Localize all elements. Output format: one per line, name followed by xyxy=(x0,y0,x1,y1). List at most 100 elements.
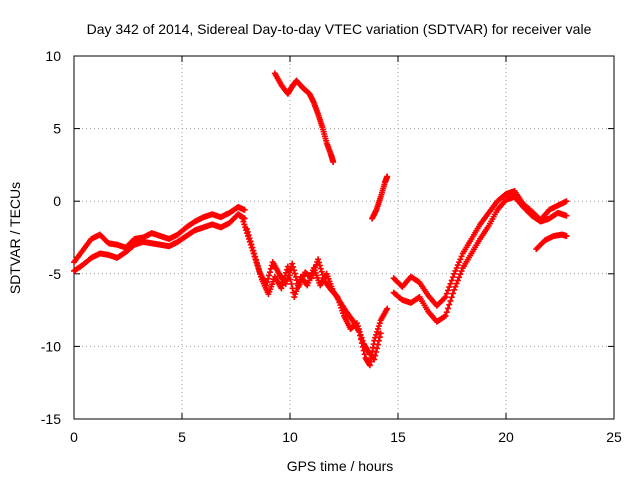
data-point-interp xyxy=(443,290,450,297)
data-point xyxy=(353,320,360,327)
x-tick-label: 5 xyxy=(178,429,186,445)
data-point xyxy=(371,356,378,363)
y-axis-label: SDTVAR / TECUs xyxy=(7,182,23,294)
data-point-interp xyxy=(458,268,465,275)
data-point xyxy=(250,247,257,254)
data-point xyxy=(377,330,384,337)
data-point xyxy=(451,270,458,277)
chart-title: Day 342 of 2014, Sidereal Day-to-day VTE… xyxy=(87,21,592,37)
data-point-interp xyxy=(266,272,273,279)
x-tick-label: 10 xyxy=(282,429,298,445)
data-point-interp xyxy=(452,283,459,290)
data-point xyxy=(442,294,449,301)
gridlines xyxy=(74,56,614,419)
data-point-interp xyxy=(318,268,325,275)
data-point-interp xyxy=(456,259,463,266)
data-point-interp xyxy=(456,274,463,281)
data-point-interp xyxy=(356,328,363,335)
axis-ticks: 0 5 10 15 20 25 -15 -10 -5 0 5 10 xyxy=(41,48,622,445)
data-point-interp xyxy=(453,280,460,287)
data-point xyxy=(282,280,289,287)
data-point-interp xyxy=(376,334,383,341)
data-point xyxy=(315,256,322,263)
data-point-interp xyxy=(245,232,252,239)
data-point-interp xyxy=(373,331,380,338)
data-point-interp xyxy=(249,244,256,251)
series-arc-6 xyxy=(369,173,391,222)
x-tick-label: 25 xyxy=(606,429,622,445)
data-point-interp xyxy=(288,280,295,287)
data-point-interp xyxy=(292,291,299,298)
data-point-interp xyxy=(292,273,299,280)
data-point xyxy=(563,212,570,219)
data-point-interp xyxy=(240,218,247,225)
data-point-interp xyxy=(253,256,260,263)
data-point-interp xyxy=(447,280,454,287)
data-point-interp xyxy=(251,250,258,257)
data-point-interp xyxy=(286,269,293,276)
data-point-interp xyxy=(244,228,251,235)
data-point-interp xyxy=(333,292,340,299)
data-point-interp xyxy=(443,309,450,316)
data-point-interp xyxy=(446,284,453,291)
y-tick-label: 0 xyxy=(53,193,61,209)
series-arc-1 xyxy=(71,204,248,266)
data-point xyxy=(384,173,391,180)
data-point-interp xyxy=(374,325,381,332)
data-point-interp xyxy=(317,265,324,272)
data-point-interp xyxy=(293,288,300,295)
series-arc-7 xyxy=(390,188,570,309)
data-point-interp xyxy=(444,287,451,294)
data-point-interp xyxy=(375,323,382,330)
data-point xyxy=(243,225,250,232)
data-point-interp xyxy=(372,352,379,359)
data-point-interp xyxy=(376,320,383,327)
data-point xyxy=(451,286,458,293)
data-point-interp xyxy=(354,323,361,330)
data-point-interp xyxy=(253,260,260,267)
data-point xyxy=(384,305,391,312)
data-point-interp xyxy=(264,279,271,286)
data-point xyxy=(241,206,248,213)
data-point-interp xyxy=(449,290,456,297)
series-arc-8 xyxy=(390,193,570,325)
data-point-interp xyxy=(457,256,464,263)
data-point-interp xyxy=(287,276,294,283)
data-point-interp xyxy=(373,349,380,356)
x-tick-label: 0 xyxy=(70,429,78,445)
data-point xyxy=(563,233,570,240)
data-point-interp xyxy=(375,337,382,344)
plot-frame xyxy=(73,55,615,420)
data-point-interp xyxy=(449,274,456,281)
data-point-interp xyxy=(252,253,259,260)
data-point-interp xyxy=(316,259,323,266)
data-point xyxy=(263,282,270,289)
data-point-interp xyxy=(447,297,454,304)
data-point-interp xyxy=(248,241,255,248)
data-point-interp xyxy=(453,264,460,271)
data-point-interp xyxy=(285,272,292,279)
data-point-interp xyxy=(255,266,262,273)
data-point-interp xyxy=(320,274,327,281)
data-point-interp xyxy=(291,267,298,274)
data-point-interp xyxy=(265,275,272,282)
data-point-interp xyxy=(290,263,297,270)
series-arc-5 xyxy=(271,70,337,165)
data-point-interp xyxy=(374,328,381,335)
data-point xyxy=(442,312,449,319)
data-point-interp xyxy=(284,275,291,282)
data-point-interp xyxy=(316,262,323,269)
series-arc-4 xyxy=(243,225,384,363)
data-markers xyxy=(71,70,570,369)
data-point-interp xyxy=(355,325,362,332)
data-point-interp xyxy=(448,294,455,301)
series-arc-2 xyxy=(71,211,248,274)
data-point-interp xyxy=(291,270,298,277)
data-point-interp xyxy=(358,334,365,341)
data-point-interp xyxy=(374,341,381,348)
data-point-interp xyxy=(357,331,364,338)
y-tick-label: -5 xyxy=(49,266,62,282)
data-point-interp xyxy=(454,277,461,284)
data-point xyxy=(239,215,246,222)
x-tick-label: 20 xyxy=(498,429,514,445)
